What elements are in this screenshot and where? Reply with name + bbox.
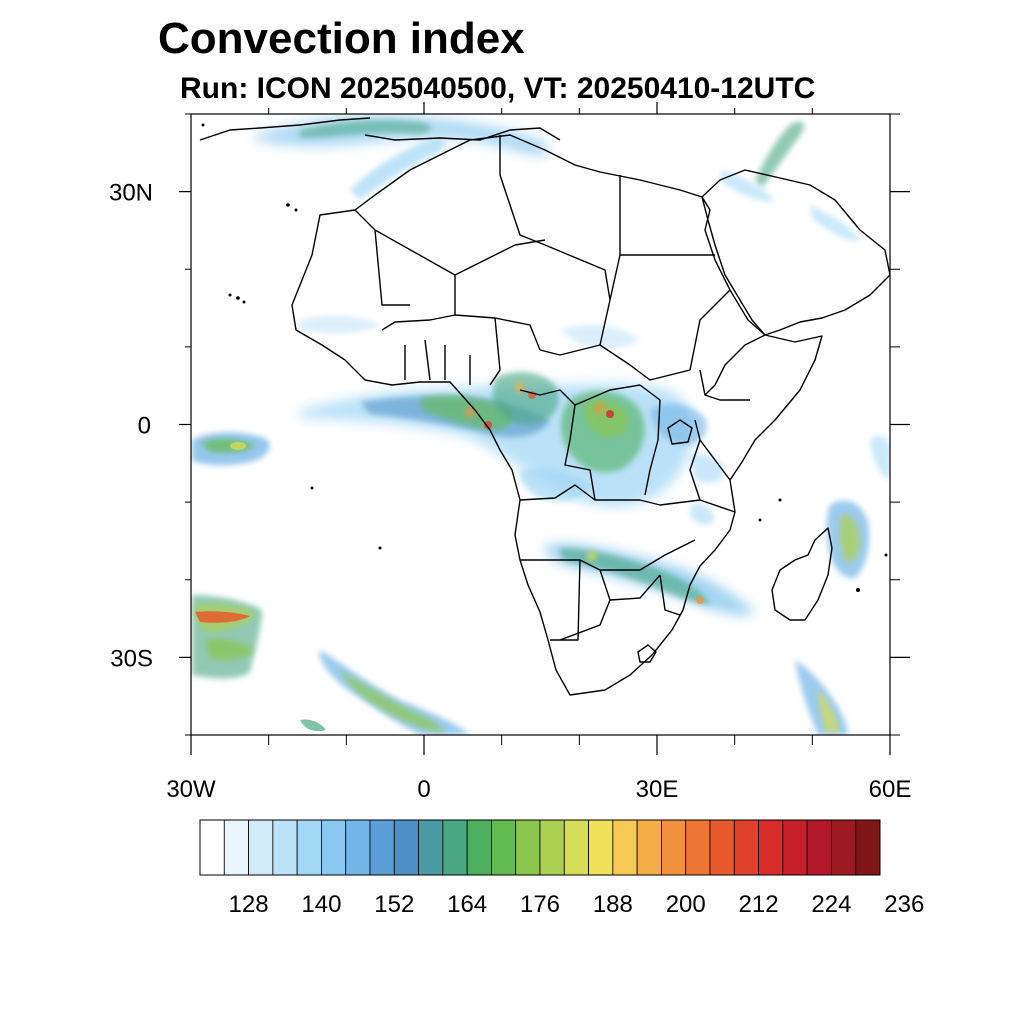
lat-tick-label: 30S [110,645,153,672]
map-title: Convection index [158,14,525,63]
colorbar-swatch [248,819,274,876]
colorbar-swatch [855,819,881,876]
colorbar-label: 152 [374,891,414,918]
lon-tick-label: 60E [869,776,912,803]
lon-tick-label: 30W [166,776,216,803]
colorbar-label: 200 [666,891,706,918]
map-axes: 30N 0 30S 30W 0 30E 60E [109,102,911,803]
colorbar-swatch [806,819,832,876]
colorbar-swatch [709,819,735,876]
colorbar-swatch [539,819,565,876]
country-boundaries [199,117,890,696]
map-subtitle: Run: ICON 2025040500, VT: 20250410-12UTC [180,72,816,105]
colorbar-swatch [393,819,419,876]
colorbar-swatch [563,819,589,876]
colorbar-swatch [442,819,468,876]
colorbar-swatch [831,819,857,876]
colorbar-swatch [272,819,298,876]
islands [201,123,888,592]
colorbar-swatch [661,819,687,876]
colorbar-swatch [782,819,808,876]
colorbar-swatch [223,819,249,876]
colorbar-swatch [588,819,614,876]
colorbar-swatch [466,819,492,876]
colorbar-swatch [515,819,541,876]
colorbar-label: 188 [593,891,633,918]
colorbar-label: 176 [520,891,560,918]
lon-tick-label: 30E [636,776,679,803]
lon-tick-label: 0 [417,776,430,803]
colorbar-swatch [685,819,711,876]
convection-field [192,114,890,735]
colorbar-border [199,819,881,876]
colorbar-swatch [612,819,638,876]
lat-tick-label: 30N [109,180,153,207]
colorbar-label: 128 [229,891,269,918]
colorbar-swatch [199,819,225,876]
colorbar-swatch [758,819,784,876]
colorbar-swatch [418,819,444,876]
colorbar-label: 164 [447,891,487,918]
lat-tick-label: 0 [138,413,151,440]
colorbar-swatch [733,819,759,876]
colorbar: 128 140 152 164 176 188 200 212 224 236 [199,819,924,918]
map-plot-area [192,114,890,735]
colorbar-swatch [636,819,662,876]
colorbar-swatch [321,819,347,876]
colorbar-label: 140 [301,891,341,918]
colorbar-label: 212 [739,891,779,918]
colorbar-swatch [296,819,322,876]
colorbar-swatch [369,819,395,876]
colorbar-swatch [491,819,517,876]
colorbar-swatch [345,819,371,876]
colorbar-label: 236 [884,891,924,918]
colorbar-label: 224 [811,891,851,918]
